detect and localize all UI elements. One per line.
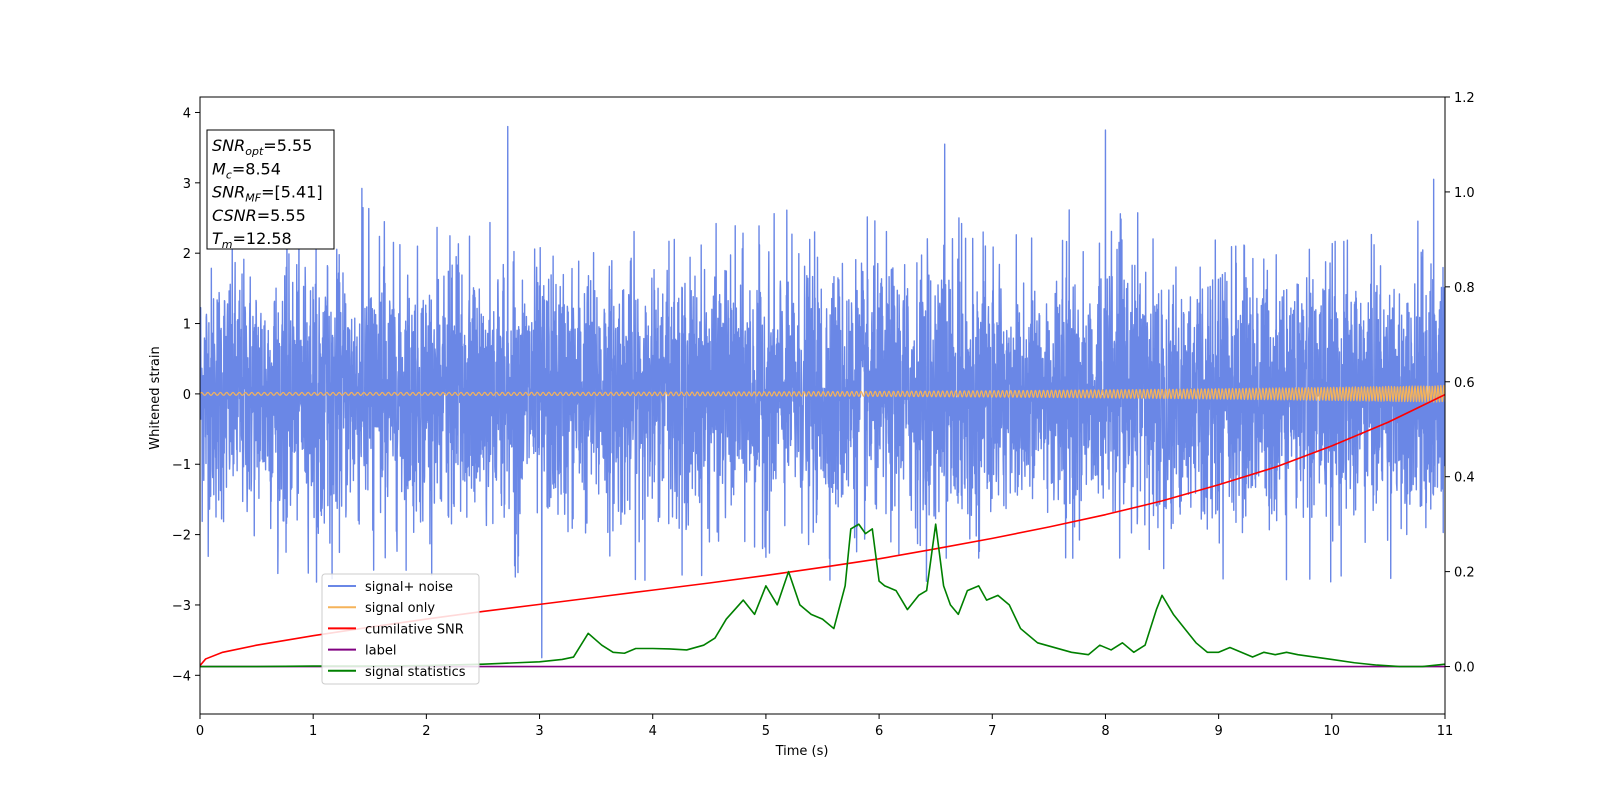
- x-tick-label: 11: [1437, 724, 1454, 739]
- y2-tick-label: 0.8: [1454, 281, 1475, 296]
- info-box-frame: [206, 129, 335, 250]
- legend-label: signal only: [365, 601, 435, 616]
- x-tick-label: 2: [422, 724, 430, 739]
- x-tick-label: 6: [875, 724, 883, 739]
- y2-tick-label: 1.2: [1454, 91, 1475, 106]
- plot-frame: [199, 96, 1446, 715]
- x-tick-label: 5: [762, 724, 770, 739]
- info-box-line: SNRMF=[5.41]: [212, 183, 323, 205]
- legend-label: label: [365, 644, 396, 659]
- axes: 0 1 2 3 4 5 6 7 8 9 10 11 −4 −3 −2 −1 0 1 2 3 4 0.0 0.2 0.4 0.6 0…: [172, 91, 1475, 739]
- legend-label: signal statistics: [365, 665, 466, 680]
- y2-tick-label: 0.0: [1454, 661, 1475, 676]
- info-box-line: Mc=8.54: [212, 159, 281, 181]
- info-box-line: CSNR=5.55: [212, 206, 306, 225]
- legend: signal+ noise signal only cumilative SNR la…: [321, 573, 480, 685]
- x-tick-label: 4: [649, 724, 657, 739]
- y-tick-label: −4: [172, 669, 191, 684]
- y-tick-label: 2: [183, 247, 191, 262]
- x-axis-label: Time (s): [775, 744, 829, 759]
- y-tick-label: 0: [183, 388, 191, 403]
- y-tick-label: −2: [172, 529, 191, 544]
- x-tick-label: 7: [988, 724, 996, 739]
- y-axis-label: Whitened strain: [148, 346, 163, 449]
- x-tick-label: 10: [1324, 724, 1341, 739]
- x-tick-label: 0: [196, 724, 204, 739]
- y-tick-label: 4: [183, 106, 191, 121]
- y2-tick-label: 1.0: [1454, 186, 1475, 201]
- series-line-signal-noise: [200, 125, 1445, 659]
- y2-tick-label: 0.2: [1454, 566, 1475, 581]
- y-tick-label: 3: [183, 177, 191, 192]
- y-tick-label: −1: [172, 458, 191, 473]
- y-tick-label: −3: [172, 599, 191, 614]
- series-line-signal-only: [200, 384, 1445, 403]
- y-tick-label: 1: [183, 318, 191, 333]
- series-line-cumilative-snr: [200, 393, 1445, 667]
- legend-frame: [321, 573, 480, 685]
- series-line-signal-statistics: [200, 523, 1445, 668]
- x-tick-label: 8: [1101, 724, 1109, 739]
- x-tick-label: 3: [535, 724, 543, 739]
- x-tick-label: 9: [1214, 724, 1222, 739]
- x-tick-label: 1: [309, 724, 317, 739]
- legend-label: signal+ noise: [365, 580, 453, 595]
- info-box-line: SNRopt=5.55: [212, 136, 312, 158]
- y2-tick-label: 0.4: [1454, 471, 1475, 486]
- info-box-line: Tm=12.58: [212, 229, 292, 251]
- legend-label: cumilative SNR: [365, 622, 464, 637]
- y2-tick-label: 0.6: [1454, 376, 1475, 391]
